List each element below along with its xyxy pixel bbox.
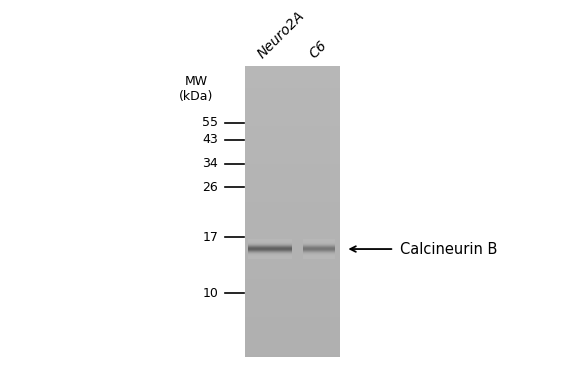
Text: Calcineurin B: Calcineurin B: [400, 242, 498, 257]
Text: 34: 34: [203, 157, 218, 170]
Text: 43: 43: [203, 133, 218, 146]
Text: C6: C6: [307, 38, 330, 61]
Text: 55: 55: [202, 116, 218, 129]
Text: MW
(kDa): MW (kDa): [179, 75, 214, 103]
Text: Neuro2A: Neuro2A: [255, 8, 308, 61]
Text: 26: 26: [203, 181, 218, 194]
Text: 17: 17: [203, 231, 218, 243]
Text: 10: 10: [203, 287, 218, 300]
